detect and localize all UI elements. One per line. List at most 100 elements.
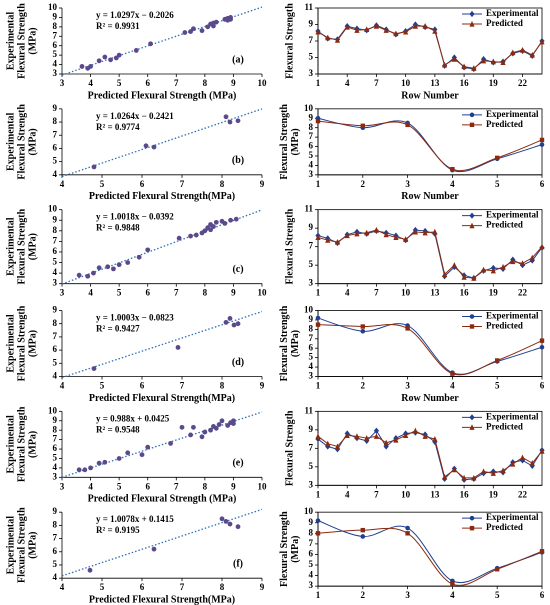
- y-tick-label: 9: [309, 314, 314, 324]
- data-point: [176, 235, 182, 241]
- x-axis-label: Predicted Flexural Strength(MPa): [89, 393, 235, 404]
- data-point: [495, 358, 500, 363]
- y-tick-label: 8: [309, 122, 314, 132]
- series-line: [317, 229, 543, 279]
- data-point: [145, 444, 151, 450]
- legend-label: Predicted: [486, 220, 523, 230]
- r-squared: R² = 0.9931: [96, 21, 140, 31]
- data-point: [168, 440, 173, 446]
- y-axis-label: (MPa): [290, 330, 301, 357]
- y-tick-label: 10: [48, 204, 58, 214]
- data-point: [202, 429, 208, 435]
- x-tick-label: 5: [495, 381, 500, 391]
- r-squared: R² = 0.9427: [96, 324, 140, 334]
- x-tick-label: 13: [430, 78, 440, 88]
- y-tick-label: 9: [53, 415, 58, 425]
- data-point: [422, 23, 428, 29]
- y-axis-label: Flexural Strength: [279, 104, 290, 180]
- y-tick-label: 6: [53, 546, 58, 556]
- x-tick-label: 9: [260, 582, 265, 592]
- data-point: [228, 217, 233, 223]
- data-point: [315, 118, 321, 124]
- y-axis-label: Flexural Strength: [284, 3, 295, 79]
- data-point: [510, 460, 516, 467]
- y-tick-label: 10: [48, 2, 58, 12]
- legend-label: Experimental: [486, 210, 539, 220]
- data-point: [133, 48, 139, 53]
- data-point: [519, 454, 526, 461]
- x-tick-label: 3: [405, 590, 410, 600]
- data-point: [422, 229, 428, 236]
- panel: 4 5 6 7 8 9 4 5 6 7 8 9 Predicted Flexural Strength(…: [5, 506, 264, 605]
- y-axis-label: Flexural Strength: [284, 208, 295, 284]
- x-tick-label: 8: [220, 582, 225, 592]
- data-point: [539, 137, 545, 143]
- x-tick-label: 6: [540, 179, 545, 189]
- x-tick-label: 22: [518, 489, 528, 499]
- data-point: [373, 433, 380, 439]
- data-point: [539, 338, 545, 343]
- data-point: [471, 275, 477, 281]
- data-point: [231, 421, 236, 426]
- y-axis-label: Flexural Strength: [279, 305, 290, 381]
- data-point: [148, 41, 153, 47]
- x-tick-label: 2: [361, 381, 366, 391]
- x-tick-label: 7: [180, 582, 185, 592]
- legend-marker: [469, 324, 475, 329]
- data-point: [539, 38, 545, 45]
- panel-label: (e): [232, 458, 243, 469]
- panel: 4 5 6 7 8 9 4 5 6 7 8 9 Predicted Flexural Strength(…: [5, 103, 264, 202]
- y-tick-label: 5: [53, 559, 58, 569]
- y-tick-label: 4: [309, 570, 314, 580]
- data-point: [116, 262, 122, 268]
- x-tick-label: 10: [401, 288, 411, 298]
- y-tick-label: 5: [53, 257, 58, 267]
- r-squared: R² = 0.9774: [96, 122, 140, 132]
- panel: 4 5 6 7 8 9 4 5 6 7 8 9 Predicted Flexural Strength(…: [5, 305, 264, 404]
- x-tick-label: 7: [174, 288, 179, 298]
- x-tick-label: 2: [361, 179, 366, 189]
- y-tick-label: 11: [304, 2, 313, 12]
- y-axis-label: Experimental: [5, 516, 16, 575]
- x-axis-label: Row Number: [401, 393, 459, 404]
- data-point: [490, 267, 496, 274]
- data-point: [344, 23, 350, 30]
- data-point: [315, 531, 321, 536]
- data-point: [208, 427, 213, 433]
- y-tick-label: 9: [309, 19, 314, 29]
- series-line: [317, 229, 543, 279]
- y-tick-label: 5: [53, 49, 58, 59]
- x-tick-label: 6: [540, 590, 545, 600]
- y-axis-label: Flexural Strength: [16, 305, 27, 381]
- equation: y = 1.0018x − 0.0392: [96, 212, 174, 222]
- x-tick-label: 6: [145, 288, 150, 298]
- series-line: [317, 430, 543, 479]
- data-point: [500, 263, 506, 270]
- trendline: [61, 508, 263, 577]
- y-tick-label: 3: [309, 580, 314, 590]
- y-tick-label: 7: [53, 235, 58, 245]
- data-point: [88, 465, 93, 471]
- x-tick-label: 1: [316, 381, 321, 391]
- y-axis-label: (MPa): [27, 532, 38, 559]
- x-axis-label: Predicted Flexural Strength(MPa): [89, 594, 235, 605]
- data-point: [102, 459, 108, 465]
- data-point: [235, 118, 241, 124]
- equation: y = 1.0078x + 0.1415: [96, 514, 174, 524]
- trendline: [61, 310, 263, 379]
- data-point: [364, 26, 370, 33]
- data-point: [191, 26, 196, 32]
- x-tick-label: 7: [174, 481, 179, 491]
- y-tick-label: 8: [53, 318, 58, 328]
- data-point: [539, 344, 545, 350]
- legend-label: Predicted: [486, 18, 523, 28]
- legend-marker: [469, 424, 475, 430]
- data-point: [211, 224, 216, 229]
- data-point: [403, 28, 409, 35]
- data-point: [450, 371, 455, 376]
- x-tick-label: 1: [316, 489, 321, 499]
- x-tick-label: 5: [495, 590, 500, 600]
